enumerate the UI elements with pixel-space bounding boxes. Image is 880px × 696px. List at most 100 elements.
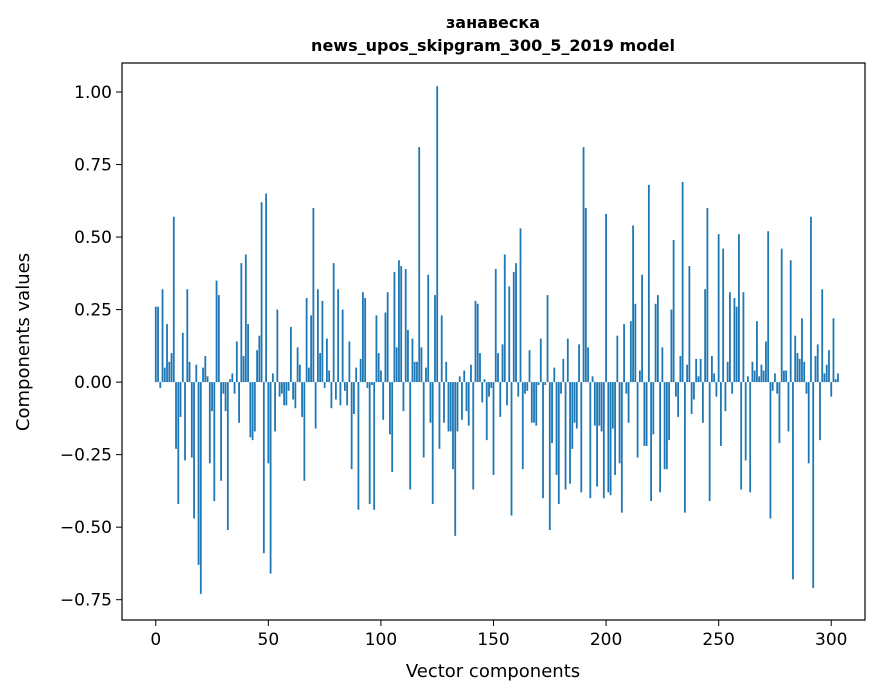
bar <box>181 332 184 383</box>
bar <box>609 382 612 496</box>
bar <box>614 382 616 475</box>
bar <box>787 382 790 432</box>
bar <box>386 292 389 383</box>
bar <box>814 356 817 383</box>
bar <box>837 373 839 383</box>
bar <box>729 292 731 383</box>
bar <box>672 239 675 383</box>
bar <box>677 382 680 417</box>
bar <box>555 382 558 475</box>
bar <box>172 216 175 383</box>
bars-group <box>154 86 839 594</box>
bar <box>575 382 578 429</box>
bar <box>157 306 159 383</box>
bar <box>395 347 398 383</box>
bar <box>578 344 580 383</box>
bar <box>400 266 403 383</box>
bar <box>161 289 164 383</box>
bar <box>823 373 826 383</box>
bar <box>566 338 569 383</box>
bar <box>310 315 313 383</box>
bar <box>249 382 252 438</box>
bar <box>488 382 490 397</box>
bar <box>724 382 727 412</box>
bar <box>251 382 254 441</box>
bar <box>472 382 475 490</box>
bar <box>695 358 698 383</box>
bar <box>402 382 405 412</box>
bar <box>485 382 488 441</box>
bar <box>166 324 168 383</box>
bar <box>452 382 454 470</box>
y-tick-label: 0.25 <box>74 301 112 321</box>
bar <box>458 376 461 383</box>
bar <box>596 382 598 487</box>
bar <box>704 289 707 383</box>
bar <box>226 382 229 531</box>
bar <box>159 382 162 388</box>
bar <box>535 382 538 426</box>
bar <box>208 382 211 464</box>
bar <box>413 361 416 383</box>
bar <box>670 309 673 383</box>
bar <box>418 147 421 383</box>
bar <box>494 268 497 383</box>
bar <box>285 382 288 406</box>
bar <box>742 292 745 383</box>
bar <box>330 382 333 409</box>
bar <box>294 382 297 409</box>
bar <box>580 382 583 493</box>
bar <box>751 361 754 383</box>
bar <box>262 382 265 554</box>
bar <box>722 248 725 383</box>
bar <box>819 382 821 441</box>
bar <box>706 208 709 383</box>
bar <box>828 350 830 383</box>
bar <box>530 382 533 423</box>
bar <box>659 382 662 493</box>
bar <box>177 382 180 504</box>
bar <box>539 338 542 383</box>
bar <box>350 382 353 470</box>
bar <box>560 382 562 394</box>
bar <box>656 295 659 383</box>
bar <box>220 382 222 481</box>
x-tick-label: 50 <box>258 630 280 650</box>
y-tick-label: −0.75 <box>60 591 112 611</box>
bar <box>179 382 182 417</box>
bar <box>600 382 603 432</box>
bar <box>792 382 794 580</box>
bar <box>589 382 592 499</box>
bar <box>515 263 517 383</box>
bar <box>280 382 283 394</box>
bar <box>483 379 486 383</box>
bar <box>357 382 360 510</box>
bar <box>321 300 324 383</box>
x-tick-label: 200 <box>590 630 622 650</box>
y-tick-label: −0.25 <box>60 446 112 466</box>
bar <box>298 364 301 383</box>
bar <box>314 382 317 429</box>
y-tick-label: 0.00 <box>74 373 112 393</box>
x-axis-ticks: 0 50 100 150 200 250 300 <box>150 620 847 650</box>
bar <box>334 382 337 400</box>
bar <box>832 318 835 383</box>
bar <box>382 382 385 420</box>
bar <box>175 382 177 449</box>
bar <box>267 382 270 464</box>
bar <box>431 382 434 504</box>
bar <box>528 350 531 383</box>
bar <box>373 382 376 510</box>
bar <box>636 382 639 458</box>
bar <box>665 382 668 470</box>
bar <box>269 382 272 574</box>
bar <box>256 350 258 383</box>
bar <box>803 361 806 383</box>
bar <box>774 373 776 383</box>
bar <box>643 382 646 446</box>
bar <box>258 335 261 383</box>
y-tick-label: 1.00 <box>74 83 112 103</box>
bar <box>253 382 256 432</box>
bar <box>618 382 621 464</box>
bar <box>573 382 576 423</box>
